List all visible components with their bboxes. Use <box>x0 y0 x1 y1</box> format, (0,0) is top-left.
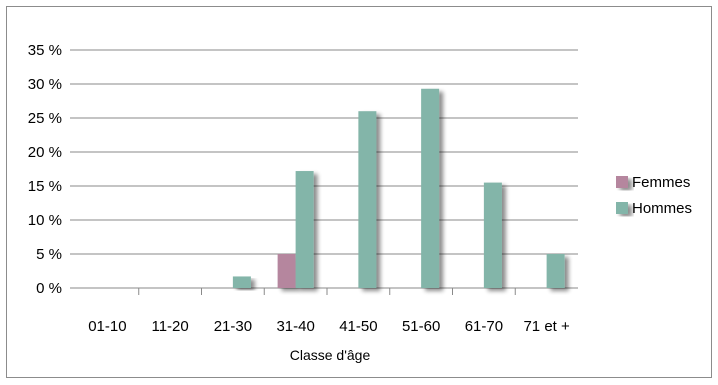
y-tick-label: 35 % <box>28 42 62 59</box>
bar-hommes <box>483 182 502 288</box>
y-tick-label: 5 % <box>36 246 62 263</box>
bars <box>232 88 565 288</box>
bar-hommes <box>295 171 314 288</box>
y-tick-label: 15 % <box>28 178 62 195</box>
x-tick-label: 21-30 <box>214 318 252 335</box>
bar-hommes <box>232 276 251 288</box>
bar-hommes <box>546 254 565 288</box>
legend: Femmes Hommes <box>616 174 692 217</box>
x-tick-label: 51-60 <box>402 318 440 335</box>
y-tick-label: 30 % <box>28 76 62 93</box>
x-tick-label: 41-50 <box>339 318 377 335</box>
legend-swatch <box>616 176 628 188</box>
legend-label: Femmes <box>632 174 690 191</box>
x-tick-label: 61-70 <box>465 318 503 335</box>
y-tick-label: 10 % <box>28 212 62 229</box>
x-tick-label: 01-10 <box>88 318 126 335</box>
legend-label: Hommes <box>632 200 692 217</box>
y-tick-label: 25 % <box>28 110 62 127</box>
bar-femmes <box>277 254 296 288</box>
x-tick-label: 71 et + <box>523 318 570 335</box>
x-tick-label: 31-40 <box>276 318 314 335</box>
y-tick-label: 0 % <box>36 280 62 297</box>
y-tick-labels: 0 % 5 % 10 % 15 % 20 % 25 % 30 % 35 % <box>28 42 62 297</box>
x-tick-label: 11-20 <box>151 318 188 335</box>
x-axis-title: Classe d'âge <box>290 347 371 363</box>
legend-swatch <box>616 202 628 214</box>
y-tick-label: 20 % <box>28 144 62 161</box>
bar-hommes <box>421 88 440 288</box>
bar-hommes <box>358 111 377 288</box>
x-tick-labels: 01-10 11-20 21-30 31-40 41-50 51-60 61-70 71 et… <box>88 318 570 335</box>
